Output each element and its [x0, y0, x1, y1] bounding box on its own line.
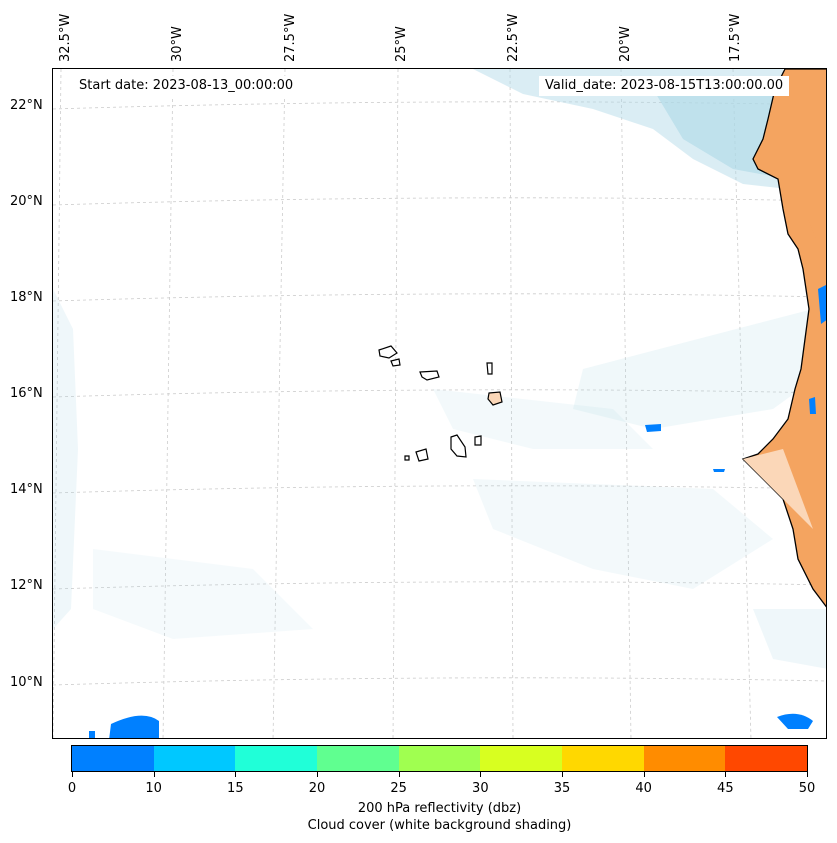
colorbar-tick-mark	[643, 772, 645, 777]
map-panel	[52, 68, 827, 739]
colorbar-tick-label: 20	[308, 781, 326, 796]
latitude-label: 22°N	[10, 98, 43, 113]
colorbar-segment	[562, 746, 644, 771]
colorbar-segment	[480, 746, 563, 771]
colorbar-segment	[317, 746, 399, 771]
latitude-label: 18°N	[10, 290, 43, 305]
graticule	[53, 69, 826, 738]
map-canvas	[53, 69, 826, 738]
colorbar-segment	[725, 746, 808, 771]
colorbar-tick-mark	[480, 772, 482, 777]
valid-date-label: Valid_date: 2023-08-15T13:00:00.00	[539, 76, 790, 96]
start-date-label: Start date: 2023-08-13_00:00:00	[73, 76, 300, 96]
longitude-label: 17.5°W	[728, 13, 743, 62]
longitude-label: 27.5°W	[283, 13, 298, 62]
colorbar-tick-mark	[725, 772, 727, 777]
colorbar-tick-label: 50	[798, 781, 816, 796]
colorbar-tick-label: 10	[145, 781, 162, 796]
latitude-label: 20°N	[10, 194, 43, 209]
latitude-label: 10°N	[10, 675, 43, 690]
colorbar-tick-mark	[72, 772, 73, 777]
colorbar-tick-mark	[562, 772, 563, 777]
colorbar-tick-label: 35	[553, 781, 571, 796]
cape-verde-islands	[378, 345, 503, 462]
africa-landmass	[741, 69, 826, 608]
colorbar-tick-mark	[235, 772, 237, 777]
latitude-label: 16°N	[10, 386, 43, 401]
colorbar-tick-mark	[398, 772, 400, 777]
colorbar-tick-mark	[153, 772, 155, 777]
longitude-label: 25°W	[394, 26, 409, 62]
colorbar-tick-label: 0	[67, 781, 77, 796]
cloud-cover	[53, 69, 826, 669]
longitude-label: 20°W	[618, 26, 633, 62]
colorbar-segment	[398, 746, 481, 771]
colorbar-tick-mark	[807, 772, 808, 777]
colorbar-segment	[153, 746, 236, 771]
longitude-label: 22.5°W	[506, 13, 521, 62]
colorbar-tick-label: 25	[390, 781, 407, 796]
colorbar-tick-mark	[317, 772, 318, 777]
colorbar	[71, 745, 808, 772]
colorbar-segment	[643, 746, 726, 771]
reflectivity-patches	[89, 285, 826, 738]
longitude-label: 32.5°W	[58, 13, 73, 62]
latitude-label: 12°N	[10, 578, 43, 593]
latitude-label: 14°N	[10, 482, 43, 497]
colorbar-label-reflectivity: 200 hPa reflectivity (dbz)	[357, 801, 522, 816]
longitude-label: 30°W	[170, 26, 185, 62]
colorbar-segment	[235, 746, 318, 771]
colorbar-tick-label: 45	[717, 781, 734, 796]
colorbar-tick-label: 30	[472, 781, 489, 796]
colorbar-tick-label: 40	[635, 781, 652, 796]
colorbar-tick-label: 15	[227, 781, 244, 796]
colorbar-label-cloud-cover: Cloud cover (white background shading)	[307, 818, 572, 833]
colorbar-segment	[72, 746, 154, 771]
